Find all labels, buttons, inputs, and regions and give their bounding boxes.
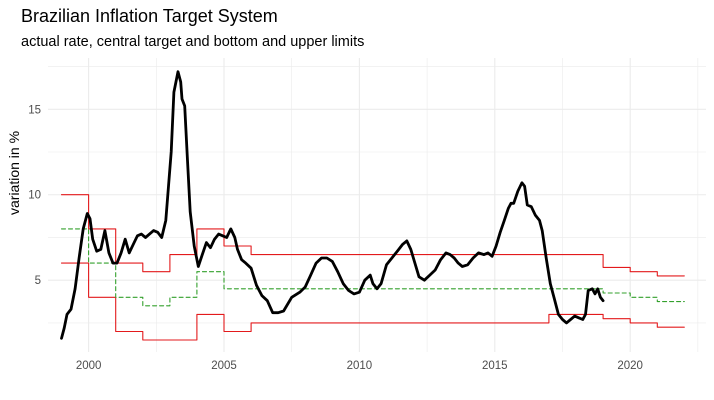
central-target-line <box>60 228 685 307</box>
y-tick-label: 10 <box>28 190 41 202</box>
x-tick-label: 2005 <box>211 360 237 372</box>
x-tick-label: 2020 <box>617 360 643 372</box>
upper-limit-line <box>60 194 685 277</box>
lower-limit-line <box>60 262 685 341</box>
y-tick-label: 5 <box>35 275 41 287</box>
x-tick-label: 2000 <box>76 360 102 372</box>
grid-lines <box>48 58 706 352</box>
chart-title: Brazilian Inflation Target System <box>21 6 278 26</box>
tick-labels: 2000 2005 2010 2015 2020 5 10 15 <box>28 104 643 372</box>
x-tick-label: 2010 <box>347 360 373 372</box>
x-tick-label: 2015 <box>482 360 508 372</box>
actual-rate-line <box>60 70 605 340</box>
series-layer <box>60 70 685 341</box>
chart-subtitle: actual rate, central target and bottom a… <box>21 34 365 50</box>
y-tick-label: 15 <box>28 104 41 116</box>
